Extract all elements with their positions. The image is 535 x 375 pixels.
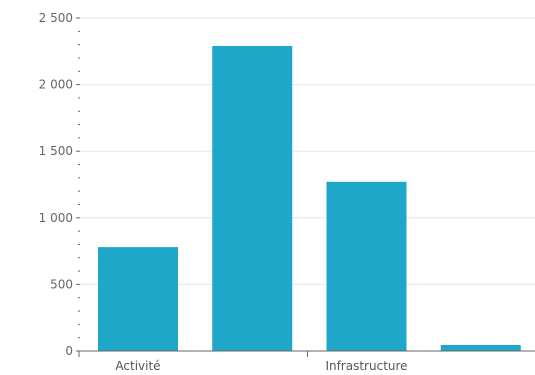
y-tick-label: 1 500 <box>39 144 73 158</box>
y-tick-label: 2 500 <box>39 11 73 25</box>
bar-2 <box>212 45 293 352</box>
gridlines <box>80 17 535 285</box>
bar-4 <box>440 345 521 351</box>
y-tick-label: 500 <box>50 277 73 291</box>
bar-3 <box>326 181 407 351</box>
tick-labels: 0 500 1 000 1 500 2 000 2 500 Activité Infrastr… <box>39 11 408 373</box>
y-tick-label: 2 000 <box>39 78 73 92</box>
bars <box>98 45 521 352</box>
bar-1 <box>98 247 178 351</box>
y-tick-label: 0 <box>65 344 73 358</box>
x-category-label: Activité <box>115 359 160 373</box>
y-tick-label: 1 000 <box>39 211 73 225</box>
axes <box>76 17 535 357</box>
x-category-label: Infrastructure <box>325 359 407 373</box>
